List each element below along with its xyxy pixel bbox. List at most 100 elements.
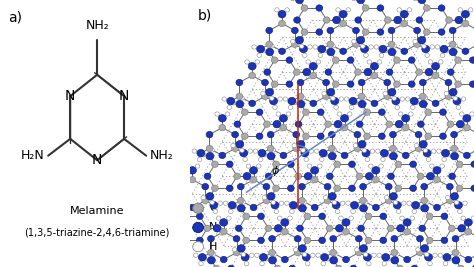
Circle shape (270, 96, 274, 100)
Circle shape (248, 62, 256, 70)
Circle shape (415, 145, 422, 152)
Circle shape (273, 185, 280, 191)
Circle shape (280, 115, 287, 122)
Circle shape (347, 81, 354, 87)
Circle shape (434, 176, 440, 183)
Circle shape (332, 148, 337, 152)
Circle shape (463, 117, 467, 121)
Circle shape (438, 5, 445, 11)
Circle shape (365, 237, 372, 244)
Circle shape (385, 183, 392, 190)
Circle shape (309, 149, 314, 153)
Circle shape (228, 202, 236, 209)
Circle shape (441, 149, 449, 157)
Circle shape (425, 200, 429, 204)
Circle shape (219, 231, 224, 235)
Circle shape (465, 256, 472, 263)
Circle shape (356, 121, 363, 127)
Circle shape (232, 248, 237, 252)
Circle shape (403, 219, 411, 226)
Circle shape (219, 152, 226, 159)
Circle shape (311, 204, 318, 211)
Circle shape (457, 265, 465, 267)
Circle shape (236, 140, 244, 148)
Circle shape (167, 209, 172, 214)
Circle shape (171, 205, 176, 209)
Circle shape (423, 148, 428, 152)
Circle shape (347, 57, 354, 63)
Circle shape (416, 248, 420, 252)
Circle shape (412, 209, 417, 214)
Text: H₂N: H₂N (20, 149, 44, 162)
Circle shape (441, 213, 448, 219)
Circle shape (450, 152, 458, 160)
Circle shape (263, 197, 270, 204)
Circle shape (372, 167, 380, 174)
Circle shape (461, 216, 465, 220)
Circle shape (401, 127, 406, 131)
Circle shape (402, 152, 409, 159)
Circle shape (253, 149, 258, 153)
Circle shape (216, 216, 221, 220)
Circle shape (456, 185, 463, 191)
Circle shape (180, 200, 184, 204)
Text: NH₂: NH₂ (85, 19, 109, 32)
Circle shape (302, 133, 310, 139)
Circle shape (470, 112, 474, 116)
Circle shape (323, 93, 329, 100)
Circle shape (325, 257, 329, 261)
Circle shape (458, 225, 466, 232)
Circle shape (208, 235, 214, 242)
Circle shape (415, 131, 422, 138)
Circle shape (262, 195, 267, 200)
Circle shape (274, 8, 279, 12)
Circle shape (328, 193, 336, 200)
Circle shape (299, 205, 306, 212)
Circle shape (274, 225, 283, 232)
Circle shape (321, 261, 326, 266)
Circle shape (249, 169, 254, 174)
Circle shape (293, 205, 298, 209)
Circle shape (340, 127, 345, 131)
Circle shape (392, 44, 396, 48)
Circle shape (370, 149, 375, 153)
Circle shape (342, 231, 346, 235)
Circle shape (201, 195, 206, 200)
Circle shape (167, 202, 175, 209)
Circle shape (359, 205, 367, 212)
Circle shape (220, 229, 227, 235)
Circle shape (273, 161, 280, 167)
Circle shape (459, 112, 464, 116)
Circle shape (250, 204, 257, 211)
Circle shape (335, 209, 340, 214)
Circle shape (319, 237, 326, 244)
Circle shape (381, 157, 385, 162)
Circle shape (420, 205, 428, 212)
Circle shape (456, 252, 460, 256)
Circle shape (425, 254, 433, 261)
Circle shape (462, 10, 469, 18)
Circle shape (302, 252, 307, 257)
Circle shape (356, 235, 362, 242)
Circle shape (354, 145, 361, 152)
Circle shape (397, 8, 401, 12)
Circle shape (301, 150, 309, 157)
Circle shape (371, 72, 378, 79)
Circle shape (243, 213, 250, 219)
Circle shape (317, 133, 324, 139)
Circle shape (231, 143, 236, 148)
Circle shape (453, 97, 461, 105)
Circle shape (393, 202, 401, 209)
Circle shape (322, 91, 327, 96)
Circle shape (292, 27, 298, 34)
Circle shape (414, 27, 420, 34)
Circle shape (395, 105, 400, 109)
Circle shape (236, 225, 242, 231)
Circle shape (280, 152, 287, 159)
Circle shape (461, 23, 466, 27)
Circle shape (208, 249, 214, 256)
Circle shape (206, 152, 214, 160)
Circle shape (279, 20, 285, 27)
Circle shape (358, 140, 366, 148)
Circle shape (413, 39, 418, 44)
